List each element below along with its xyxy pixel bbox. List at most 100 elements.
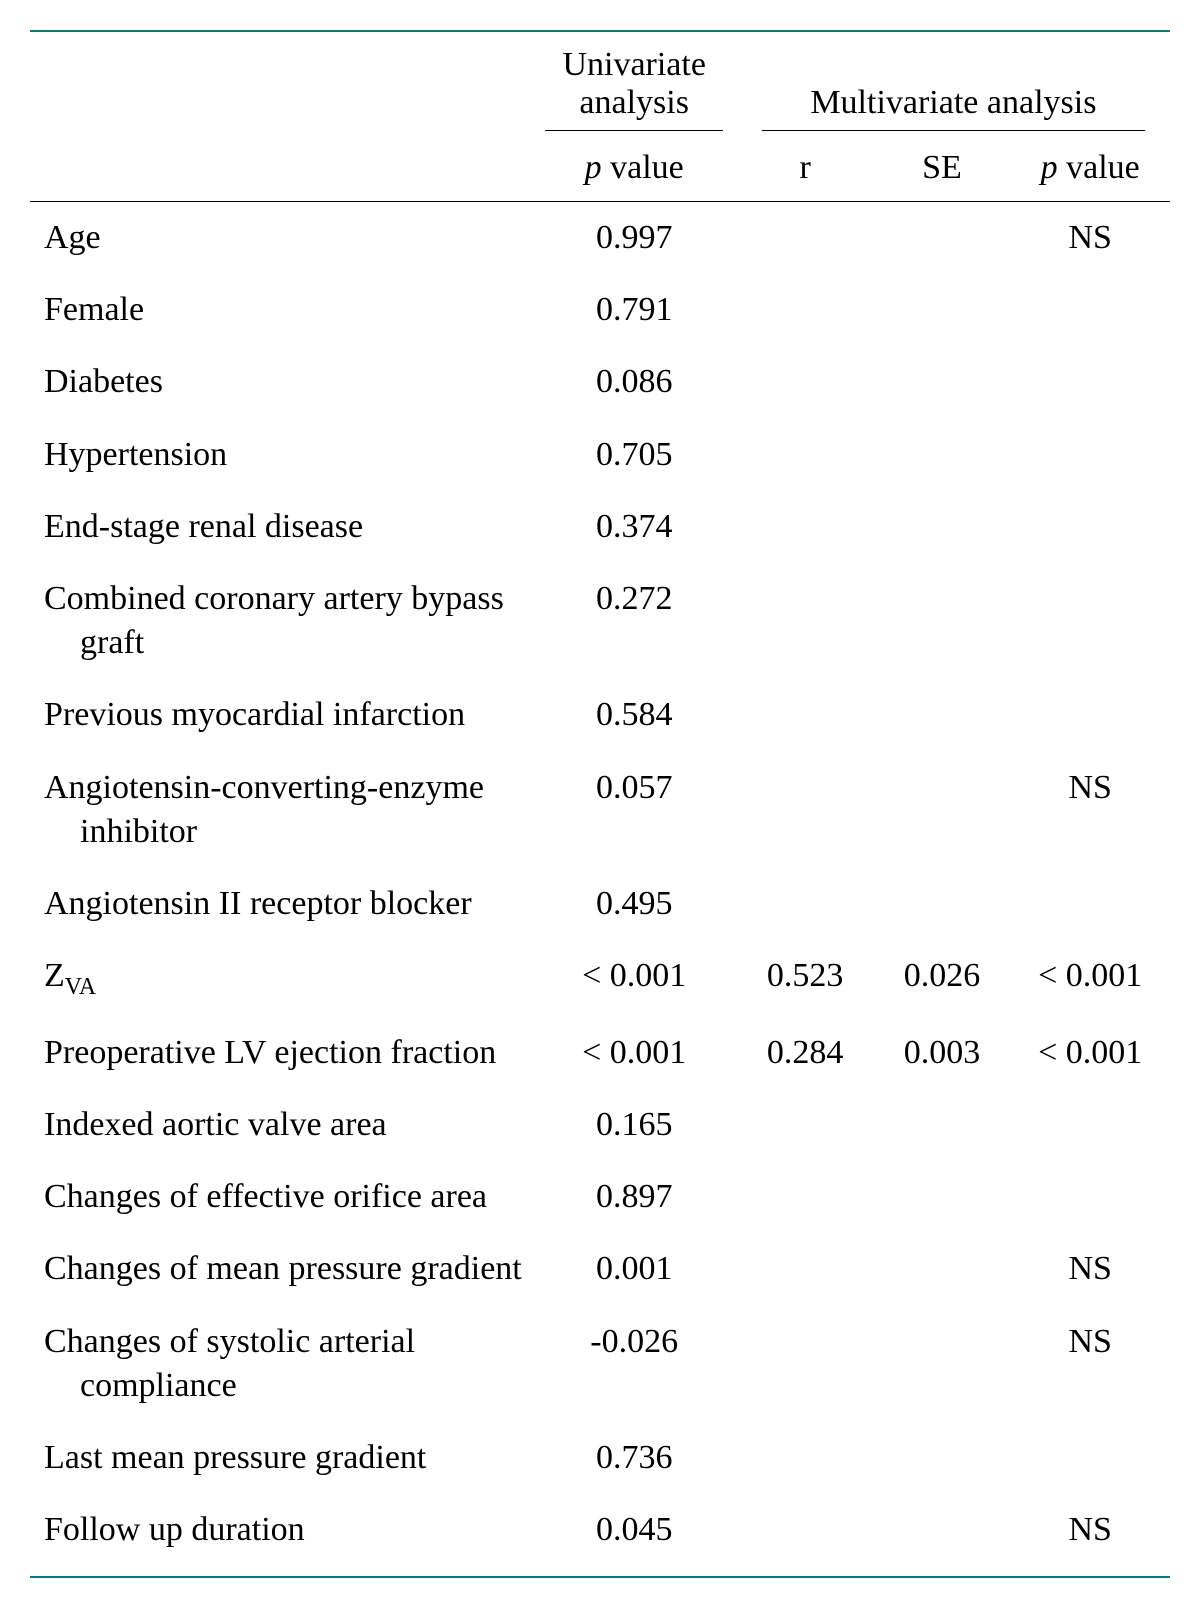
- multivariate-r: [737, 1306, 874, 1422]
- univariate-p: < 0.001: [532, 940, 737, 1017]
- row-label: Female: [30, 274, 532, 346]
- multivariate-r: [737, 274, 874, 346]
- multivariate-se: [874, 1306, 1011, 1422]
- multivariate-se: [874, 491, 1011, 563]
- multivariate-p: [1010, 274, 1170, 346]
- multivariate-se: [874, 1089, 1011, 1161]
- univariate-p: 0.057: [532, 752, 737, 868]
- multivariate-se: 0.003: [874, 1017, 1011, 1089]
- table-row: Diabetes0.086: [30, 346, 1170, 418]
- multivariate-se: [874, 752, 1011, 868]
- row-label: ZVA: [30, 940, 532, 1017]
- multivariate-r: [737, 202, 874, 275]
- row-label: Changes of systolic arterial compliance: [30, 1306, 532, 1422]
- multivariate-r: [737, 1494, 874, 1577]
- header-univariate: Univariate analysis: [532, 31, 737, 141]
- table-row: Changes of systolic arterial compliance-…: [30, 1306, 1170, 1422]
- row-label: Indexed aortic valve area: [30, 1089, 532, 1161]
- table-body: Age0.997 NS Female0.791Diabetes0.086Hypert…: [30, 202, 1170, 1578]
- multivariate-se: [874, 346, 1011, 418]
- row-label: Changes of effective orifice area: [30, 1161, 532, 1233]
- multivariate-se: [874, 1161, 1011, 1233]
- table-row: Last mean pressure gradient0.736: [30, 1422, 1170, 1494]
- row-label: Preoperative LV ejection fraction: [30, 1017, 532, 1089]
- multivariate-r: [737, 419, 874, 491]
- table-row: Previous myocardial infarction0.584: [30, 679, 1170, 751]
- multivariate-p: [1010, 491, 1170, 563]
- table-row: Changes of mean pressure gradient0.001NS: [30, 1233, 1170, 1305]
- multivariate-r: [737, 1089, 874, 1161]
- table-row: Angiotensin-converting-enzyme inhibitor0…: [30, 752, 1170, 868]
- row-label: Combined coronary artery bypass graft: [30, 563, 532, 679]
- multivariate-r: [737, 563, 874, 679]
- multivariate-p: [1010, 1161, 1170, 1233]
- table-row: Hypertension0.705: [30, 419, 1170, 491]
- multivariate-se: [874, 868, 1011, 940]
- table-row: Preoperative LV ejection fraction< 0.001…: [30, 1017, 1170, 1089]
- multivariate-p: NS: [1010, 752, 1170, 868]
- univariate-p: 0.897: [532, 1161, 737, 1233]
- multivariate-p: [1010, 419, 1170, 491]
- multivariate-p: < 0.001: [1010, 1017, 1170, 1089]
- multivariate-se: [874, 1422, 1011, 1494]
- multivariate-se: [874, 202, 1011, 275]
- multivariate-p: [1010, 679, 1170, 751]
- multivariate-p: [1010, 1089, 1170, 1161]
- row-label: Angiotensin-converting-enzyme inhibitor: [30, 752, 532, 868]
- multivariate-p: [1010, 563, 1170, 679]
- univariate-p: 0.001: [532, 1233, 737, 1305]
- table-row: End-stage renal disease0.374: [30, 491, 1170, 563]
- univariate-p: 0.736: [532, 1422, 737, 1494]
- univariate-p: 0.997: [532, 202, 737, 275]
- regression-table: Univariate analysis Multivariate analysi…: [0, 0, 1200, 1608]
- header-se: SE: [874, 141, 1011, 202]
- table-row: Combined coronary artery bypass graft0.2…: [30, 563, 1170, 679]
- multivariate-p: < 0.001: [1010, 940, 1170, 1017]
- header-multivariate-label: Multivariate analysis: [762, 84, 1145, 131]
- univariate-p: 0.705: [532, 419, 737, 491]
- univariate-p: 0.374: [532, 491, 737, 563]
- row-label: Hypertension: [30, 419, 532, 491]
- multivariate-p: NS: [1010, 1306, 1170, 1422]
- multivariate-r: [737, 1233, 874, 1305]
- table-row: Age0.997 NS: [30, 202, 1170, 275]
- multivariate-r: [737, 679, 874, 751]
- multivariate-r: 0.284: [737, 1017, 874, 1089]
- multivariate-r: [737, 868, 874, 940]
- header-multi-p: p value: [1010, 141, 1170, 202]
- univariate-p: -0.026: [532, 1306, 737, 1422]
- table-row: Follow up duration0.045 NS: [30, 1494, 1170, 1577]
- table-row: Angiotensin II receptor blocker0.495: [30, 868, 1170, 940]
- multivariate-r: [737, 1422, 874, 1494]
- multivariate-p: NS: [1010, 1233, 1170, 1305]
- multivariate-p: [1010, 868, 1170, 940]
- univariate-p: 0.584: [532, 679, 737, 751]
- row-label: End-stage renal disease: [30, 491, 532, 563]
- univariate-p: 0.791: [532, 274, 737, 346]
- multivariate-p: NS: [1010, 202, 1170, 275]
- table-row: ZVA< 0.0010.5230.026< 0.001: [30, 940, 1170, 1017]
- univariate-p: 0.165: [532, 1089, 737, 1161]
- multivariate-p: [1010, 346, 1170, 418]
- multivariate-se: [874, 274, 1011, 346]
- row-label: Age: [30, 202, 532, 275]
- row-label: Follow up duration: [30, 1494, 532, 1577]
- header-uni-p: p value: [532, 141, 737, 202]
- multivariate-r: 0.523: [737, 940, 874, 1017]
- univariate-p: 0.495: [532, 868, 737, 940]
- row-label: Last mean pressure gradient: [30, 1422, 532, 1494]
- multivariate-p: NS: [1010, 1494, 1170, 1577]
- univariate-p: < 0.001: [532, 1017, 737, 1089]
- multivariate-se: [874, 1494, 1011, 1577]
- univariate-p: 0.045: [532, 1494, 737, 1577]
- table: Univariate analysis Multivariate analysi…: [30, 30, 1170, 1578]
- header-multivariate: Multivariate analysis: [737, 31, 1170, 141]
- multivariate-r: [737, 752, 874, 868]
- multivariate-r: [737, 491, 874, 563]
- multivariate-r: [737, 1161, 874, 1233]
- header-empty: [30, 31, 532, 141]
- header-univariate-label: Univariate analysis: [545, 46, 722, 131]
- multivariate-r: [737, 346, 874, 418]
- header-r: r: [737, 141, 874, 202]
- table-row: Indexed aortic valve area0.165: [30, 1089, 1170, 1161]
